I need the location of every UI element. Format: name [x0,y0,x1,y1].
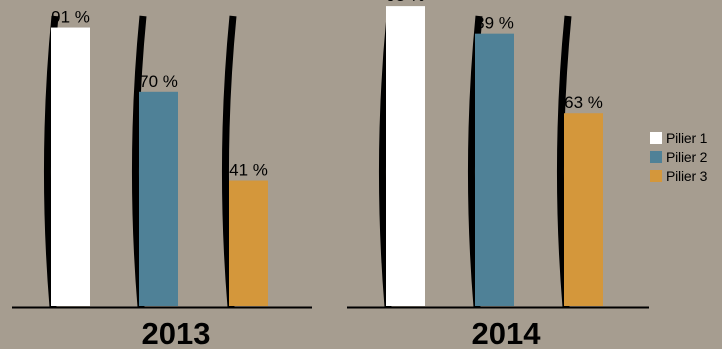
year-label-2013: 2013 [142,316,211,349]
bar-curve-2013-3 [221,15,237,308]
bar-2014-pilier-2 [475,33,514,306]
legend-item-pilier-3: Pilier 3 [650,166,707,185]
legend-item-pilier-2: Pilier 2 [650,147,707,166]
bar-2013-pilier-2 [139,91,178,306]
legend: Pilier 1 Pilier 2 Pilier 3 [650,128,707,185]
legend-item-pilier-1: Pilier 1 [650,128,707,147]
value-label-2014-3: 63 % [564,93,603,112]
bar-curve-2014-3 [556,15,572,308]
legend-label-pilier-2: Pilier 2 [666,148,708,165]
plot-area: 91 % 70 % 41 % 2013 98 % 89 % 63 % 2014 [12,0,649,349]
value-label-2013-1: 91 % [51,8,90,27]
year-label-2014: 2014 [472,316,542,349]
bar-2013-pilier-1 [51,27,90,306]
value-label-2014-2: 89 % [475,14,514,33]
value-label-2013-3: 41 % [229,161,268,180]
value-label-2014-1: 98 % [386,0,425,5]
legend-label-pilier-1: Pilier 1 [666,129,708,146]
bar-2014-pilier-3 [564,113,603,306]
value-label-2013-2: 70 % [139,72,178,91]
legend-swatch-pilier-1 [650,131,662,144]
legend-swatch-pilier-2 [650,150,662,163]
legend-swatch-pilier-3 [650,169,662,182]
legend-label-pilier-3: Pilier 3 [666,167,708,184]
bar-2014-pilier-1 [386,6,425,307]
bar-2013-pilier-3 [229,180,268,306]
bar-curve-2013-2 [131,15,147,308]
